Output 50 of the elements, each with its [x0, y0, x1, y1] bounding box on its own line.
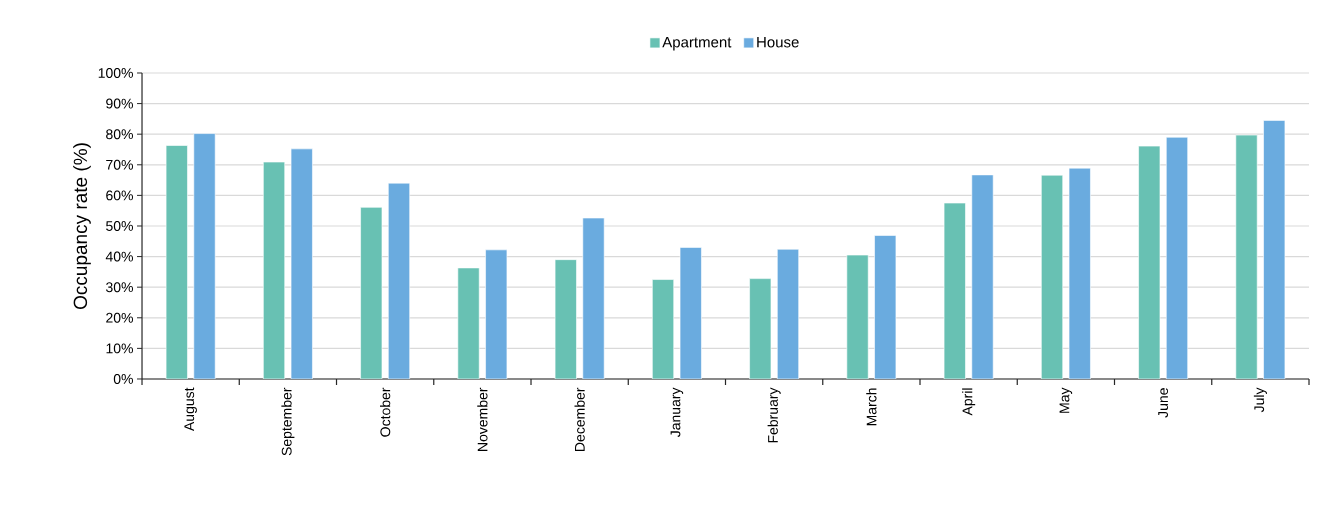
bar [1138, 145, 1161, 379]
y-tick-label: 90% [106, 98, 133, 109]
y-tick-label: 50% [106, 221, 133, 231]
bar [1165, 136, 1188, 379]
bar [679, 247, 702, 379]
bar [263, 161, 286, 379]
legend-label: Apartment [662, 37, 732, 51]
bar [971, 174, 994, 379]
bar [777, 248, 799, 379]
y-tick-label: 0% [113, 374, 133, 384]
y-tick-label: 80% [106, 129, 133, 140]
bar [652, 279, 675, 379]
y-tick-label: 60% [106, 190, 133, 201]
bar [290, 148, 313, 379]
x-tick-label: May [1059, 387, 1073, 413]
x-tick-label: December [574, 387, 585, 451]
y-axis-title: Occupancy rate (%) [73, 143, 91, 310]
y-tick-label: 20% [106, 312, 133, 323]
y-tick-label: 40% [105, 251, 133, 262]
x-tick-label: August [184, 387, 197, 432]
y-tick-label: 10% [106, 343, 133, 354]
x-tick-label: June [1158, 388, 1169, 418]
x-tick-label: April [962, 388, 976, 416]
x-tick-label: October [380, 387, 391, 437]
bar [485, 249, 508, 379]
legend-label: House [757, 37, 799, 48]
x-tick-label: September [281, 387, 295, 456]
x-tick-label: March [866, 388, 877, 426]
y-tick-label: 70% [106, 159, 133, 170]
x-tick-label: November [477, 387, 488, 451]
bar [1263, 120, 1286, 379]
y-tick-label: 30% [106, 282, 133, 293]
bar [846, 254, 869, 379]
bar [749, 278, 772, 379]
bar [360, 207, 383, 379]
bar [943, 202, 966, 379]
bar [193, 133, 216, 379]
bar [1068, 167, 1091, 379]
x-tick-label: January [670, 387, 684, 438]
bar [874, 235, 897, 379]
x-tick-label: July [1253, 387, 1267, 413]
bar [554, 259, 577, 379]
bar [457, 267, 480, 379]
y-tick-label: 100% [98, 68, 133, 78]
bar [582, 217, 605, 379]
bar [388, 182, 410, 379]
bar [1041, 174, 1064, 379]
x-tick-label: February [767, 387, 781, 443]
bar [165, 145, 188, 379]
bar [1235, 134, 1258, 379]
